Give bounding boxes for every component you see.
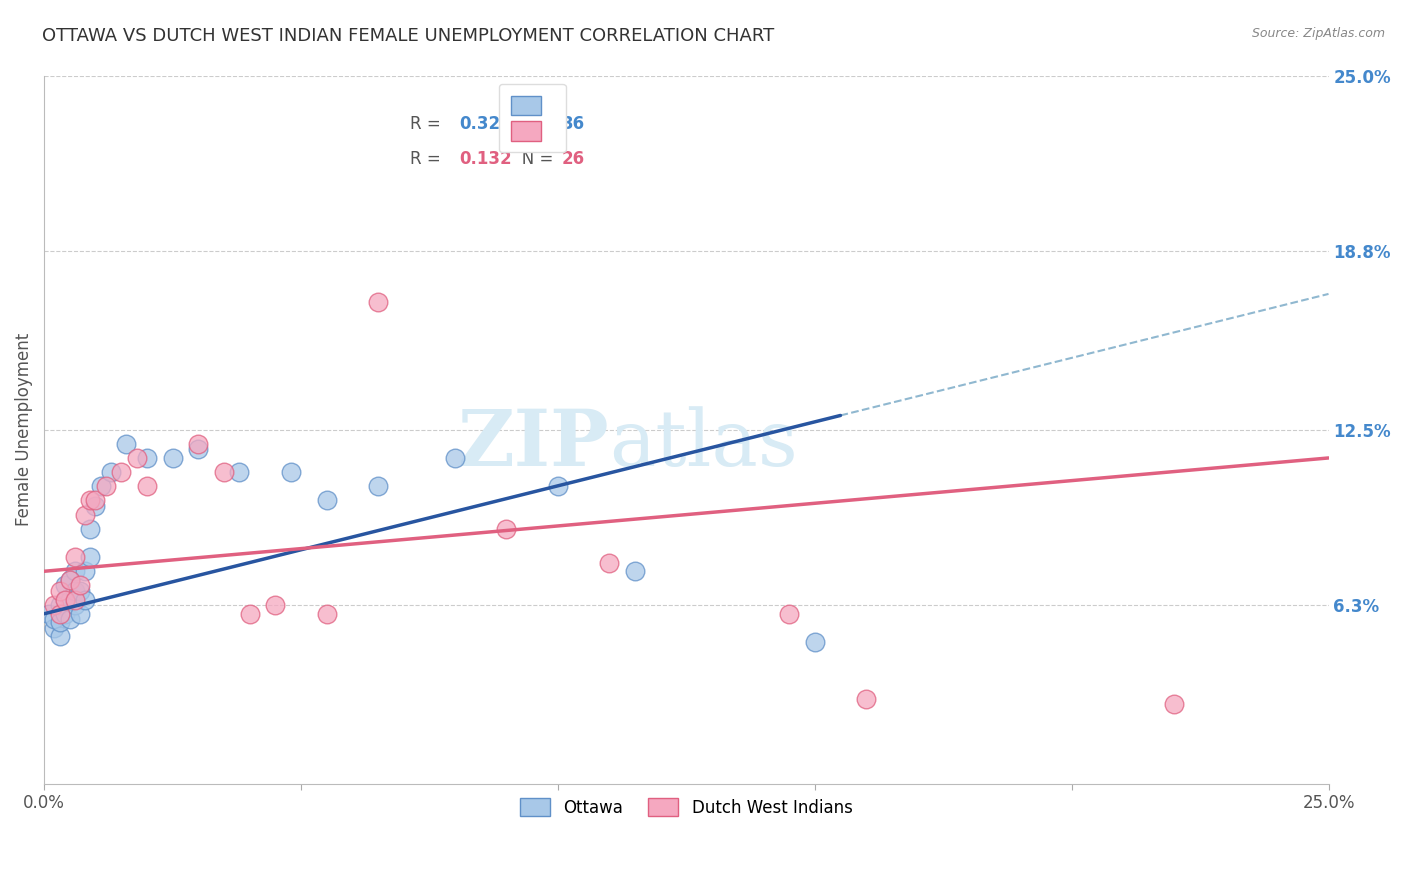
Point [44, 599, 66, 613]
Point [59, 573, 82, 587]
Point [69, 607, 91, 621]
Point [855, 691, 877, 706]
Point [75, 564, 97, 578]
Text: atlas: atlas [609, 406, 799, 482]
Point [367, 295, 389, 310]
Point [778, 607, 800, 621]
Point [598, 556, 620, 570]
Point [63, 592, 86, 607]
Point [79, 493, 101, 508]
Point [63, 584, 86, 599]
Point [59, 592, 82, 607]
Text: ZIP: ZIP [457, 406, 609, 482]
Point [239, 607, 262, 621]
Point [1163, 698, 1185, 712]
Point [44, 612, 66, 626]
Point [48, 607, 70, 621]
Text: 26: 26 [562, 150, 585, 168]
Point [135, 450, 157, 465]
Point [79, 550, 101, 565]
Text: Source: ZipAtlas.com: Source: ZipAtlas.com [1251, 27, 1385, 40]
Point [803, 635, 825, 649]
Point [79, 522, 101, 536]
Point [162, 450, 184, 465]
Point [624, 564, 647, 578]
Point [44, 621, 66, 635]
Point [63, 550, 86, 565]
Point [59, 573, 82, 587]
Point [94, 479, 117, 493]
Y-axis label: Female Unemployment: Female Unemployment [15, 333, 32, 526]
Point [115, 437, 138, 451]
Point [53, 578, 76, 592]
Text: N =: N = [506, 115, 560, 133]
Point [315, 607, 337, 621]
Point [110, 465, 132, 479]
Point [48, 615, 70, 630]
Point [63, 599, 86, 613]
Point [48, 599, 70, 613]
Point [48, 584, 70, 599]
Point [63, 564, 86, 578]
Point [38, 607, 60, 621]
Text: N =: N = [506, 150, 560, 168]
Point [264, 599, 287, 613]
Text: 0.329: 0.329 [458, 115, 512, 133]
Point [367, 479, 389, 493]
Text: 36: 36 [562, 115, 585, 133]
Point [48, 629, 70, 643]
Point [187, 437, 209, 451]
Point [75, 508, 97, 522]
Point [547, 479, 569, 493]
Point [90, 479, 112, 493]
Point [59, 612, 82, 626]
Point [280, 465, 302, 479]
Point [228, 465, 250, 479]
Point [187, 442, 209, 457]
Point [100, 465, 122, 479]
Point [84, 499, 107, 513]
Point [69, 584, 91, 599]
Point [495, 522, 517, 536]
Point [84, 493, 107, 508]
Point [69, 578, 91, 592]
Legend: Ottawa, Dutch West Indians: Ottawa, Dutch West Indians [512, 790, 860, 825]
Point [53, 592, 76, 607]
Point [135, 479, 157, 493]
Point [315, 493, 337, 508]
Text: OTTAWA VS DUTCH WEST INDIAN FEMALE UNEMPLOYMENT CORRELATION CHART: OTTAWA VS DUTCH WEST INDIAN FEMALE UNEMP… [42, 27, 775, 45]
Text: R =: R = [411, 150, 446, 168]
Point [53, 607, 76, 621]
Point [444, 450, 467, 465]
Point [125, 450, 148, 465]
Text: R =: R = [411, 115, 446, 133]
Text: 0.132: 0.132 [458, 150, 512, 168]
Point [75, 592, 97, 607]
Point [53, 592, 76, 607]
Point [212, 465, 235, 479]
